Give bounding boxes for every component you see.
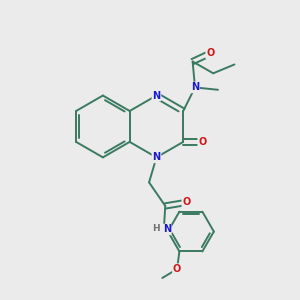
Text: N: N	[152, 152, 160, 162]
Text: N: N	[152, 91, 160, 100]
Text: O: O	[173, 264, 181, 274]
Text: H: H	[152, 224, 159, 233]
Text: N: N	[163, 224, 171, 235]
Text: O: O	[198, 137, 206, 147]
Text: O: O	[182, 197, 190, 207]
Text: O: O	[206, 48, 214, 58]
Text: N: N	[191, 82, 199, 92]
